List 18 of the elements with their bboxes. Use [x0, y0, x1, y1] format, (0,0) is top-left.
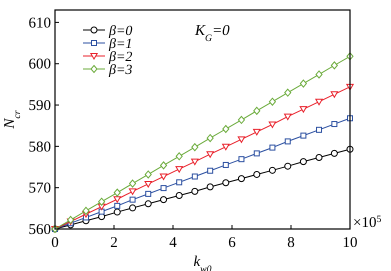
legend-label: β=0	[108, 24, 132, 39]
y-tick-label: 600	[28, 56, 51, 73]
y-tick-label: 580	[28, 139, 51, 156]
x-tick-label: 2	[110, 235, 118, 251]
legend-label: β=2	[108, 50, 132, 65]
x-tick-label: 0	[51, 235, 59, 251]
x-tick-label: 6	[228, 235, 236, 251]
y-tick-label: 610	[28, 15, 51, 32]
y-tick-label: 560	[28, 222, 51, 238]
x-tick-label: 4	[169, 235, 178, 251]
legend-label: β=3	[108, 63, 132, 78]
x-tick-label: 10	[342, 235, 358, 251]
y-tick-label: 590	[28, 98, 51, 114]
annotation: K$_{G}$=0	[194, 23, 230, 44]
x-tick-label: 8	[287, 235, 295, 251]
y-tick-label: 570	[28, 180, 51, 197]
legend-label: β=1	[108, 37, 132, 52]
text: ×10$^{5}$	[353, 214, 382, 231]
